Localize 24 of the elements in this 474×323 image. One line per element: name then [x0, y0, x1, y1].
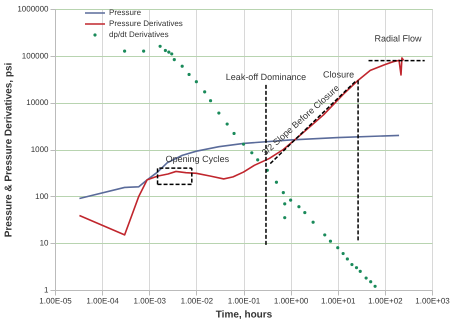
y-tick-label: 1000	[30, 145, 50, 154]
y-tick-label: 100	[35, 192, 50, 201]
legend-label: dp/dt Derivatives	[109, 30, 169, 39]
x-tick-label: 1.00E+00	[274, 296, 309, 306]
y-tick-label: 1	[44, 286, 50, 294]
x-tick-label: 1.00E+01	[321, 296, 356, 306]
x-tick-label: 1.00E-01	[228, 296, 261, 306]
x-tick-label: 1.00E-05	[39, 296, 72, 306]
legend-label: Pressure	[109, 8, 142, 17]
y-axis-title: Pressure & Pressure Derivatives, psi	[3, 62, 14, 238]
y-tick-label: 1000000	[17, 4, 50, 14]
y-tick-label: 100000	[22, 51, 50, 60]
x-tick-label: 1.00E-03	[134, 296, 167, 306]
x-tick-label: 1.00E+03	[415, 296, 450, 306]
x-tick-label: 1.00E+02	[368, 296, 404, 306]
annotation: Closure	[323, 69, 354, 80]
y-tick-label: 10	[40, 238, 50, 248]
annotation: Leak-off Dominance	[226, 72, 306, 82]
annotation: Radial Flow	[374, 34, 422, 44]
legend-label: Pressure Derivatives	[109, 19, 183, 28]
y-tick-label: 10000	[26, 98, 50, 108]
x-tick-label: 1.00E-04	[86, 296, 120, 306]
x-axis-title: Time, hours	[216, 310, 273, 320]
x-tick-label: 1.00E-02	[180, 296, 214, 306]
